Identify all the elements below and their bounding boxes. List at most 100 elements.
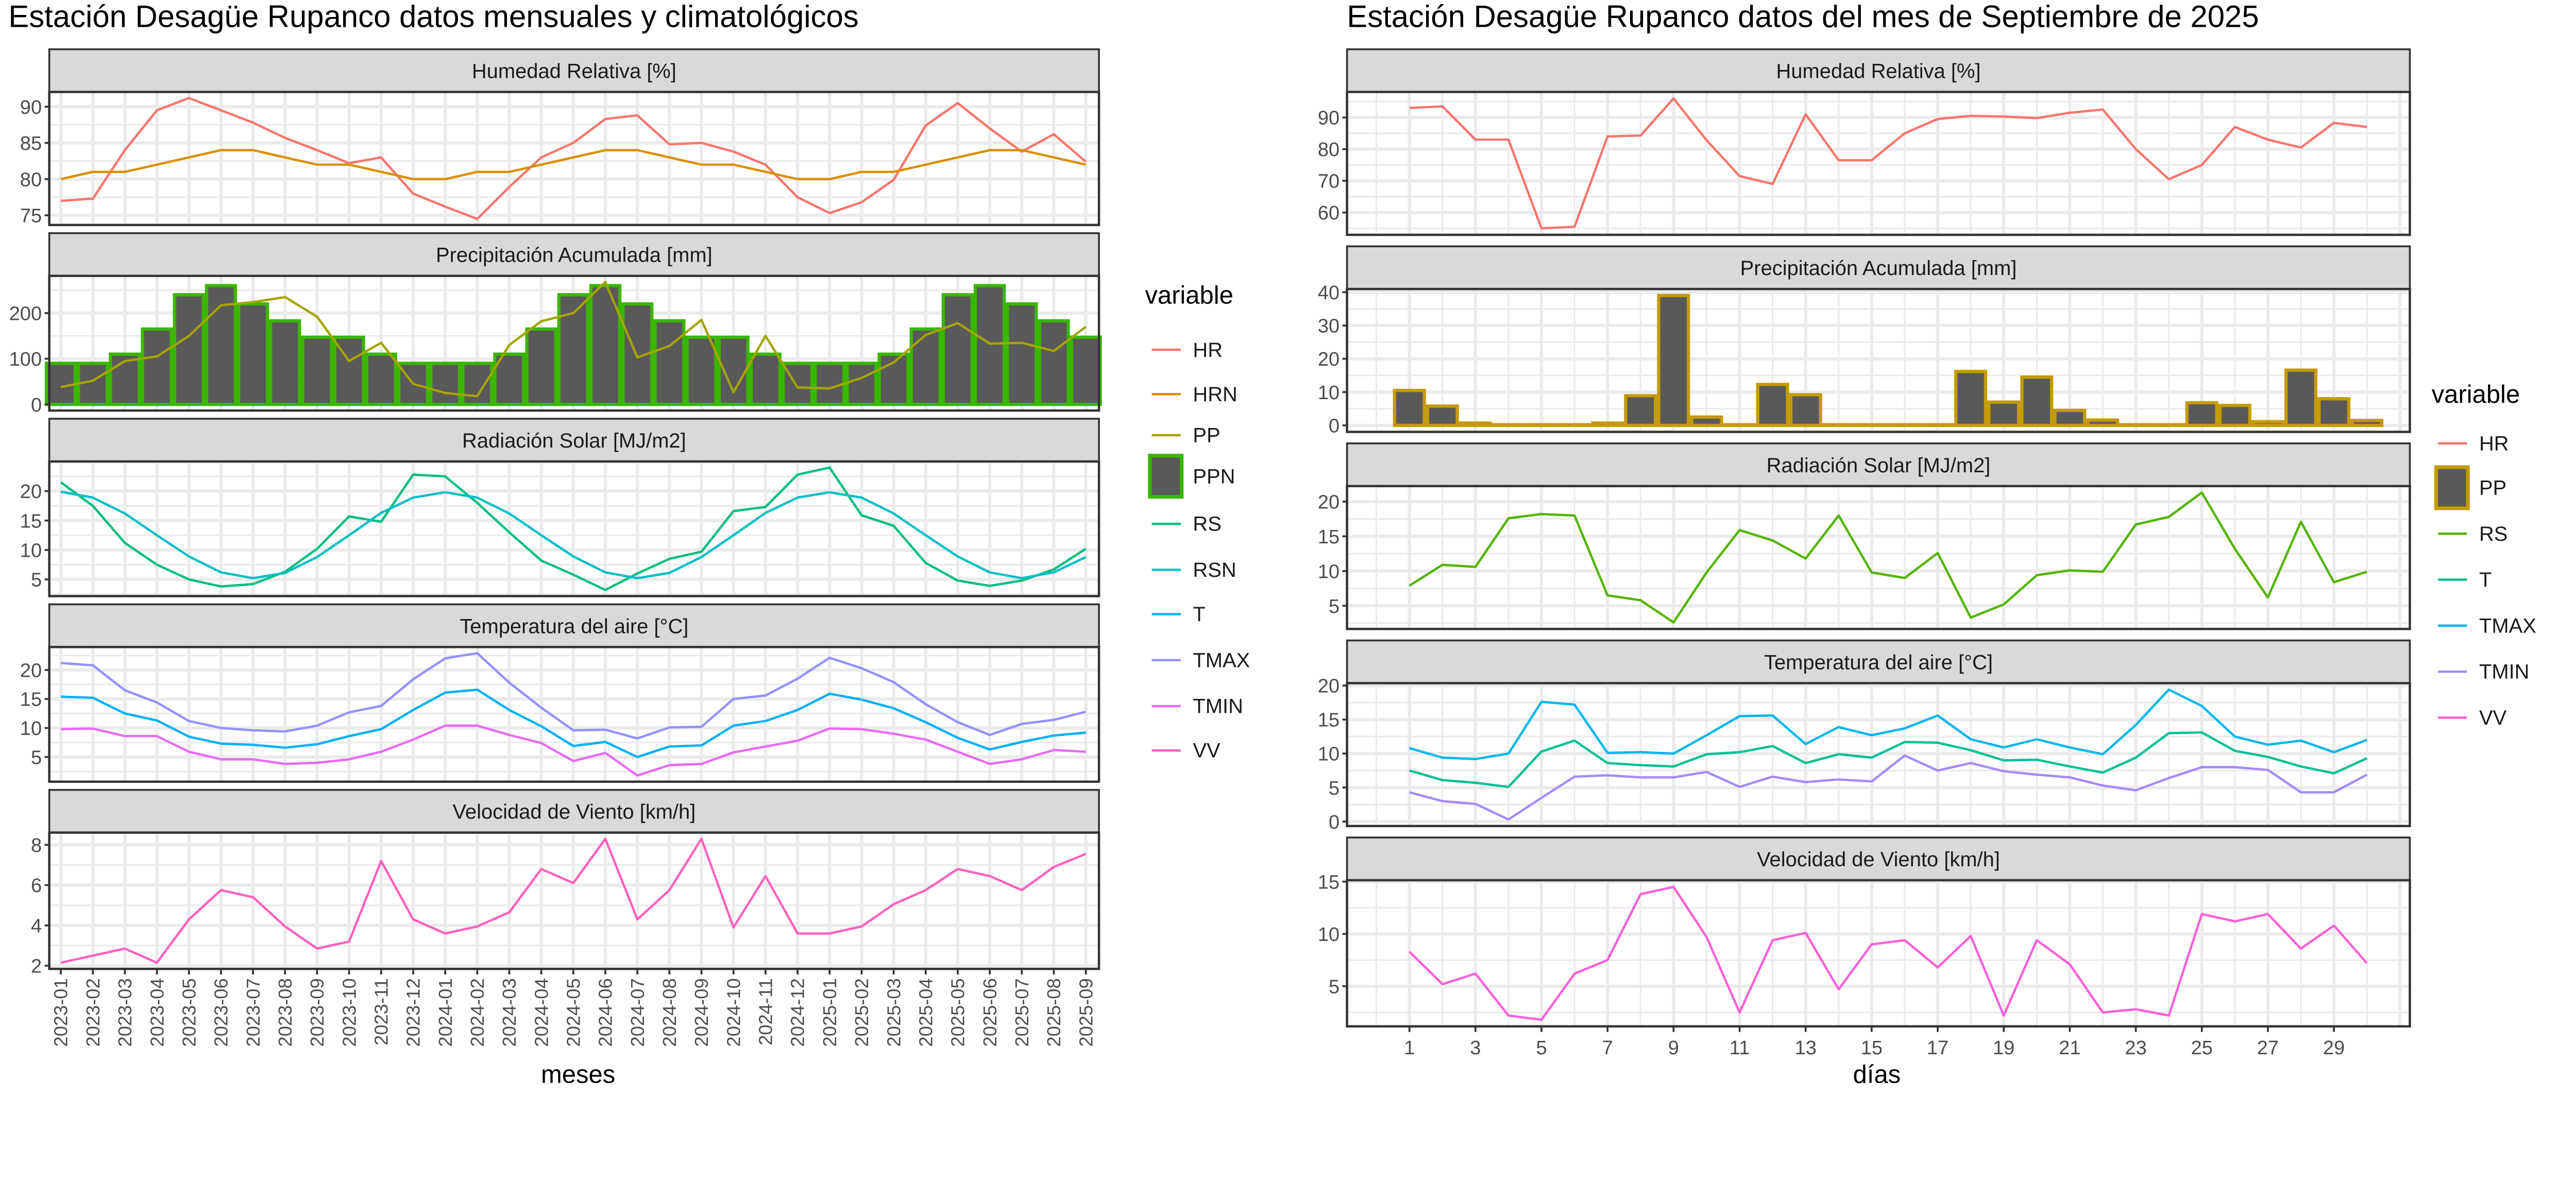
x-tick-label: 2023-07 bbox=[243, 978, 264, 1047]
panel-5: Velocidad de Viento [km/h] 2 4 6 8 2023-01 202… bbox=[31, 789, 1100, 1047]
plot-area bbox=[1347, 880, 2410, 1026]
bar-ppn bbox=[77, 362, 109, 406]
legend-label: TMIN bbox=[2479, 661, 2530, 683]
x-tick-label: 27 bbox=[2257, 1037, 2279, 1059]
right-x-axis-title: días bbox=[1853, 1061, 1901, 1088]
figure: Estación Desagüe Rupanco datos mensuales… bbox=[8, 0, 2536, 1088]
x-tick-label: 2023-04 bbox=[146, 978, 167, 1047]
x-tick-label: 2025-04 bbox=[915, 978, 936, 1047]
x-tick-label: 2024-06 bbox=[595, 978, 616, 1047]
y-tick-label: 20 bbox=[20, 481, 42, 503]
y-tick-label: 0 bbox=[1329, 416, 1340, 437]
line-tmin bbox=[60, 724, 1086, 777]
panel-border bbox=[48, 91, 1100, 227]
x-tick-label: 2023-10 bbox=[338, 978, 360, 1047]
bar-ppn bbox=[141, 327, 173, 406]
bar-ppn bbox=[941, 293, 974, 406]
strip bbox=[48, 48, 1100, 93]
x-tick-label: 2024-12 bbox=[787, 978, 808, 1047]
legend-key-bar bbox=[1148, 454, 1184, 499]
line-hr bbox=[1409, 97, 2367, 230]
panel-border bbox=[1346, 287, 2411, 433]
panel-4: Temperatura del aire [°C] 5 10 15 20 bbox=[20, 603, 1100, 783]
bar-pp bbox=[1426, 404, 1459, 427]
legend-item-hrn: HRN bbox=[1151, 383, 1238, 406]
y-tick-label: 20 bbox=[1318, 676, 1340, 697]
left-x-axis-title: meses bbox=[541, 1061, 615, 1088]
legend-label: TMAX bbox=[1193, 649, 1250, 672]
panel-2: Precipitación Acumulada [mm] 0 100 200 bbox=[9, 232, 1102, 416]
x-tick-label: 2023-01 bbox=[50, 978, 72, 1047]
x-tick-label: 2025-08 bbox=[1043, 978, 1064, 1047]
legend-item-rsn: RSN bbox=[1151, 559, 1236, 581]
y-tick-label: 90 bbox=[20, 97, 42, 118]
strip-title: Humedad Relativa [%] bbox=[472, 60, 676, 83]
panel-4: Temperatura del aire [°C] 0 5 10 15 20 bbox=[1318, 639, 2411, 833]
y-tick-label: 10 bbox=[20, 540, 42, 561]
x-tick-label: 2023-02 bbox=[82, 978, 104, 1047]
bar-ppn bbox=[781, 362, 814, 406]
strip-title: Velocidad de Viento [km/h] bbox=[1757, 848, 2000, 871]
y-tick-label: 8 bbox=[31, 835, 42, 857]
y-tick-label: 75 bbox=[20, 205, 42, 227]
x-tick-label: 2024-08 bbox=[659, 978, 680, 1047]
x-tick-label: 3 bbox=[1470, 1037, 1481, 1059]
y-tick-label: 15 bbox=[1318, 871, 1340, 893]
bar-pp bbox=[2284, 368, 2318, 427]
legend-item-tmax: TMAX bbox=[1151, 649, 1250, 672]
legend-label: HRN bbox=[1193, 383, 1237, 406]
x-tick-label: 25 bbox=[2191, 1037, 2213, 1059]
y-tick-label: 60 bbox=[1318, 202, 1340, 224]
y-tick-label: 20 bbox=[1318, 349, 1340, 370]
legend-item-hr: HR bbox=[2438, 432, 2509, 455]
panel-border bbox=[1346, 879, 2411, 1028]
legend-label: HR bbox=[1193, 339, 1223, 362]
x-tick-label: 5 bbox=[1536, 1037, 1547, 1059]
y-tick-label: 4 bbox=[31, 915, 42, 937]
legend-item-tmin: TMIN bbox=[1151, 695, 1243, 718]
legend-item-vv: VV bbox=[2438, 707, 2507, 729]
legend-item-ppn: PPN bbox=[1148, 454, 1235, 499]
bar-pp bbox=[2053, 408, 2087, 427]
y-tick-label: 15 bbox=[1318, 710, 1340, 731]
y-tick-label: 40 bbox=[1318, 282, 1340, 304]
bar-pp bbox=[1657, 294, 1690, 427]
legend-item-vv: VV bbox=[1151, 740, 1221, 762]
y-tick-label: 200 bbox=[9, 303, 42, 324]
panel-3: Radiación Solar [MJ/m2] 5 10 15 20 bbox=[20, 418, 1100, 597]
line-vv bbox=[60, 837, 1087, 964]
bar-ppn bbox=[365, 352, 397, 406]
x-tick-label: 2024-03 bbox=[499, 978, 520, 1047]
strip-title: Radiación Solar [MJ/m2] bbox=[462, 430, 686, 452]
panel-2: Precipitación Acumulada [mm] 0 10 20 30 40 bbox=[1318, 245, 2411, 437]
panel-3: Radiación Solar [MJ/m2] 5 10 15 20 bbox=[1318, 442, 2411, 630]
x-tick-label: 2025-02 bbox=[851, 978, 872, 1047]
legend-label: T bbox=[2479, 569, 2492, 591]
y-tick-label: 90 bbox=[1318, 108, 1340, 129]
y-tick-label: 10 bbox=[1318, 924, 1340, 946]
bar-pp bbox=[2350, 419, 2384, 427]
x-tick-label: 2023-08 bbox=[275, 978, 296, 1047]
panel-border bbox=[1346, 91, 2411, 236]
left-chart: Humedad Relativa [%]75808590Precipitació… bbox=[9, 48, 1250, 1047]
bar-pp bbox=[1459, 421, 1492, 427]
x-tick-label: 2023-05 bbox=[178, 978, 199, 1047]
strip-title: Humedad Relativa [%] bbox=[1776, 60, 1981, 83]
legend-item-pp: PP bbox=[2434, 465, 2506, 510]
y-tick-label: 5 bbox=[1329, 977, 1340, 998]
x-tick-label: 2025-07 bbox=[1011, 978, 1032, 1047]
legend-item-rs: RS bbox=[1151, 513, 1222, 536]
legend-label: PPN bbox=[1193, 465, 1235, 488]
panel-border bbox=[48, 460, 1100, 597]
bar-ppn bbox=[461, 362, 494, 406]
legend-label: VV bbox=[1193, 740, 1221, 762]
bar-ppn bbox=[269, 319, 301, 406]
x-tick-label: 2023-03 bbox=[114, 978, 135, 1047]
y-tick-label: 2 bbox=[31, 956, 42, 978]
x-tick-label: 2025-05 bbox=[947, 978, 969, 1047]
y-tick-label: 0 bbox=[1329, 812, 1340, 833]
bar-pp bbox=[2218, 403, 2251, 427]
panel-border bbox=[48, 275, 1100, 412]
bar-ppn bbox=[429, 362, 462, 406]
x-tick-label: 2023-11 bbox=[370, 978, 392, 1045]
